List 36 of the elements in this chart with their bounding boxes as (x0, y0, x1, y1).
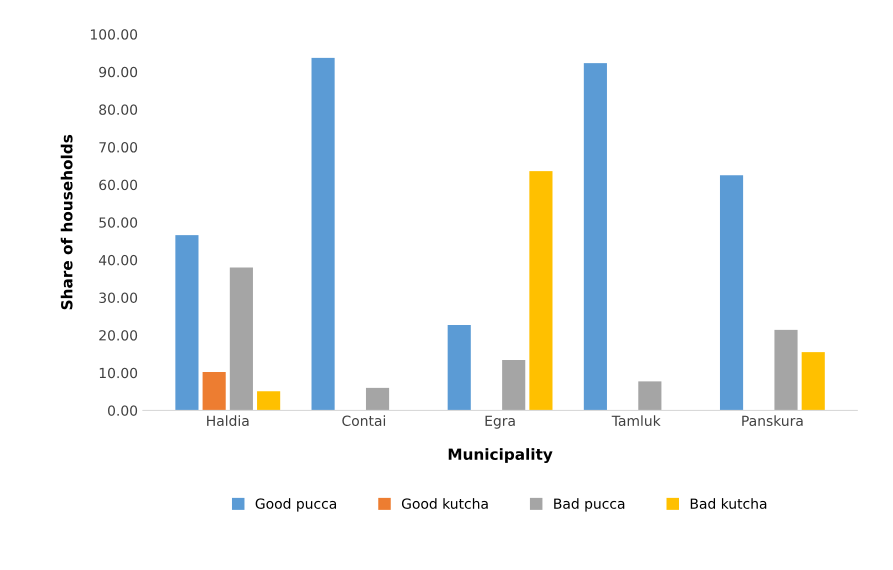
bar (202, 372, 226, 410)
y-tick-label: 40.00 (98, 254, 138, 266)
bar (175, 235, 198, 410)
legend-label: Good kutcha (402, 498, 488, 509)
bar (529, 171, 552, 410)
y-tick-label: 80.00 (99, 104, 138, 115)
x-axis-title: Municipality (448, 448, 553, 464)
y-tick-label: 70.00 (99, 142, 138, 153)
x-tick-label: Egra (486, 416, 515, 429)
bar (720, 175, 744, 410)
y-tick-label: 20.00 (99, 330, 138, 341)
y-tick-label: 30.00 (99, 292, 138, 304)
y-tick-label: 50.00 (99, 217, 138, 228)
x-tick-label: Haldia (207, 415, 249, 426)
legend-label: Good pucca (256, 498, 336, 512)
y-tick-label: 0.00 (108, 405, 138, 416)
y-axis-title: Share of households (60, 134, 73, 310)
bar (312, 58, 335, 410)
legend-label: Bad kutcha (690, 498, 766, 509)
y-tick-label: 90.00 (99, 66, 138, 78)
bar (638, 381, 662, 410)
bar (366, 388, 390, 410)
bar (502, 360, 526, 410)
x-tick-label: Panskura (742, 415, 803, 426)
bar (257, 391, 280, 410)
y-tick-label: 100.00 (90, 29, 138, 40)
bar (774, 330, 798, 410)
x-tick-label: Tamluk (612, 415, 661, 426)
y-tick-label: 10.00 (100, 368, 138, 378)
bar (802, 352, 825, 410)
bar (448, 325, 471, 410)
legend-label: Bad pucca (554, 498, 624, 512)
x-tick-label: Contai (342, 415, 386, 426)
bar (584, 63, 607, 410)
y-tick-label: 60.00 (99, 180, 138, 190)
bar (230, 267, 253, 410)
